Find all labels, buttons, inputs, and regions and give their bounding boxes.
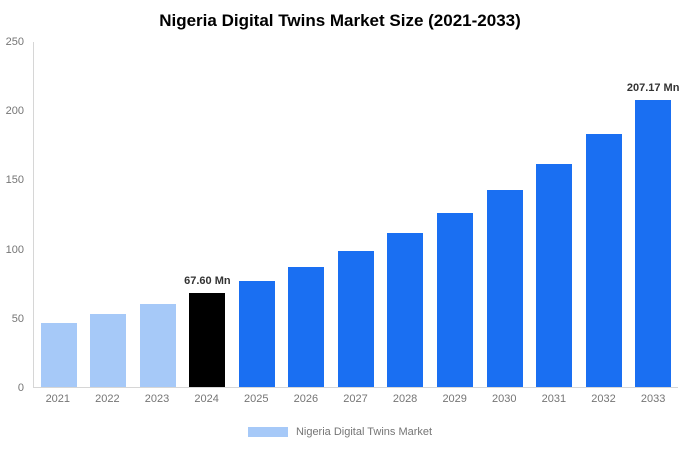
bar-slot-2027	[331, 42, 381, 387]
bar-slot-2024: 67.60 Mn	[183, 42, 233, 387]
bars-container: 67.60 Mn 207.17 Mn	[34, 42, 680, 387]
x-tick-label-2025: 2025	[244, 393, 269, 405]
bar-2032	[585, 133, 622, 387]
plot-area: 67.60 Mn 207.17 Mn	[33, 42, 680, 388]
x-tick-label-2032: 2032	[591, 393, 616, 405]
bar-2033	[635, 100, 672, 387]
bar-value-label-2024: 67.60 Mn	[184, 275, 231, 288]
bar-slot-2021	[34, 42, 84, 387]
y-axis-tick-labels: 0 50 100 150 200 250	[0, 36, 28, 394]
x-tick-label-2029: 2029	[442, 393, 467, 405]
bar-slot-2029	[430, 42, 480, 387]
bar-slot-2022	[84, 42, 134, 387]
bar-slot-2028	[381, 42, 431, 387]
bar-slot-2026	[282, 42, 332, 387]
x-tick-label-2031: 2031	[541, 393, 567, 405]
x-tick-label-2033: 2033	[640, 393, 666, 405]
bar-2023	[139, 304, 176, 387]
bar-2030	[486, 189, 523, 387]
bar-slot-2031	[529, 42, 579, 387]
bar-slot-2032	[579, 42, 629, 387]
x-tick-label-2021: 2021	[45, 393, 71, 405]
y-tick-label-100: 100	[5, 243, 24, 256]
legend: Nigeria Digital Twins Market	[0, 426, 680, 438]
x-tick-label-2027: 2027	[343, 393, 368, 405]
bar-2028	[387, 233, 424, 387]
y-tick-label-250: 250	[5, 36, 24, 48]
legend-label: Nigeria Digital Twins Market	[295, 426, 433, 438]
bar-2024	[189, 293, 226, 387]
bar-slot-2033: 207.17 Mn	[626, 42, 680, 387]
y-tick-label-150: 150	[5, 174, 24, 187]
bar-2021	[40, 322, 77, 387]
bar-slot-2030	[480, 42, 530, 387]
x-tick-label-2022: 2022	[95, 393, 120, 405]
x-axis-tick-labels: 2021 2022 2023 2024 2025 2026 2027 2028 2029 2030…	[33, 393, 678, 405]
bar-2027	[337, 251, 374, 387]
bar-2031	[536, 163, 573, 387]
bar-value-label-2033: 207.17 Mn	[626, 82, 680, 95]
chart-title: Nigeria Digital Twins Market Size (2021-…	[159, 11, 521, 30]
bar-slot-2023	[133, 42, 183, 387]
x-tick-label-2030: 2030	[492, 393, 517, 405]
x-tick-label-2023: 2023	[144, 393, 170, 405]
bar-2022	[90, 314, 127, 387]
bar-2025	[238, 281, 275, 387]
x-tick-label-2026: 2026	[293, 393, 319, 405]
x-tick-label-2024: 2024	[194, 393, 219, 405]
bar-2029	[437, 212, 474, 387]
y-tick-label-200: 200	[5, 105, 24, 118]
x-tick-label-2028: 2028	[392, 393, 418, 405]
bar-slot-2025	[232, 42, 282, 387]
bar-2026	[288, 267, 325, 387]
y-tick-label-0: 0	[17, 382, 24, 394]
legend-swatch	[247, 427, 288, 437]
y-tick-label-50: 50	[11, 312, 24, 325]
